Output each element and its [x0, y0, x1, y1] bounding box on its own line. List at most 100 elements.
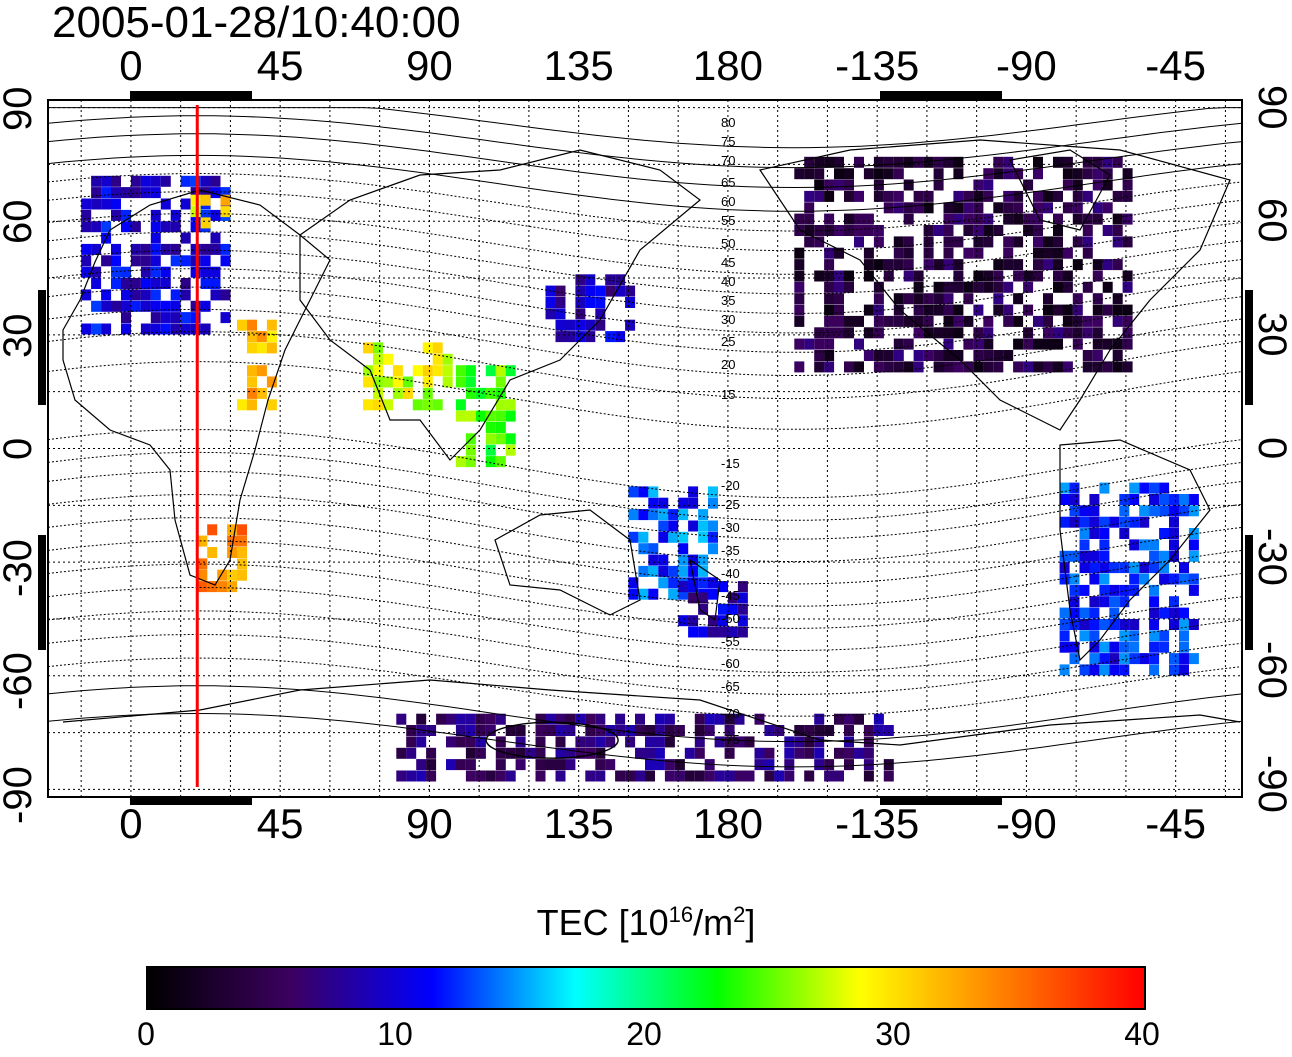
- tec-cell: [1119, 562, 1130, 574]
- tec-cell: [150, 323, 161, 335]
- tec-cell: [585, 297, 596, 308]
- tec-cell: [1188, 494, 1199, 505]
- tec-cell: [844, 281, 854, 293]
- tec-cell: [844, 315, 854, 327]
- tec-cell: [718, 603, 728, 615]
- tec-cell: [1053, 327, 1063, 339]
- tec-cell: [111, 278, 121, 289]
- tec-cell: [416, 736, 427, 748]
- tec-cell: [1043, 304, 1053, 316]
- tec-cell: [81, 289, 92, 301]
- tec-cell: [91, 187, 102, 199]
- tec-cell: [1089, 505, 1100, 517]
- tec-cell: [210, 209, 221, 221]
- tec-cell: [227, 581, 238, 593]
- tec-cell: [91, 175, 102, 187]
- tec-cell: [1069, 596, 1080, 608]
- tec-cell: [81, 255, 92, 267]
- tec-cell: [804, 747, 815, 759]
- tec-cell: [708, 497, 718, 509]
- tec-cell: [973, 179, 984, 191]
- tec-cell: [1079, 528, 1090, 539]
- tec-cell: [953, 213, 964, 225]
- tec-cell: [180, 278, 191, 289]
- tec-cell: [953, 156, 964, 168]
- tec-cell: [913, 361, 924, 373]
- tec-cell: [256, 342, 267, 354]
- tec-cell: [794, 213, 805, 225]
- tec-cell: [737, 592, 748, 604]
- tec-cell: [555, 725, 566, 736]
- tec-cell: [396, 713, 407, 725]
- tec-cell: [1149, 494, 1160, 505]
- tec-cell: [983, 168, 994, 180]
- tec-cell: [1053, 338, 1063, 350]
- tec-cell: [465, 444, 476, 456]
- tec-cell: [1003, 304, 1014, 316]
- tec-cell: [1053, 247, 1063, 259]
- tec-cell: [1129, 482, 1140, 494]
- contour-line: [47, 133, 1243, 189]
- tec-cell: [1082, 213, 1093, 225]
- tec-cell: [1099, 573, 1110, 585]
- tec-cell: [708, 577, 718, 589]
- tec-cell: [804, 190, 815, 202]
- tec-cell: [814, 236, 825, 248]
- tec-cell: [392, 387, 403, 399]
- tec-cell: [1112, 225, 1123, 236]
- tec-cell: [595, 308, 606, 320]
- tec-cell: [1003, 190, 1014, 202]
- contour-label: 35: [721, 292, 736, 308]
- tec-cell: [1089, 516, 1100, 528]
- tec-cell: [1092, 259, 1103, 271]
- tec-cell: [1169, 653, 1179, 665]
- tec-cell: [668, 588, 679, 600]
- tec-cell: [160, 300, 171, 312]
- tec-cell: [1089, 550, 1100, 562]
- tec-cell: [963, 190, 974, 202]
- tec-cell: [140, 187, 151, 199]
- tec-cell: [893, 338, 904, 350]
- tec-cell: [1079, 630, 1090, 642]
- tec-cell: [953, 270, 964, 282]
- tec-cell: [625, 770, 636, 782]
- tec-cell: [727, 603, 738, 615]
- tec-cell: [91, 323, 102, 335]
- tec-cell: [595, 319, 606, 331]
- tec-cell: [1149, 550, 1160, 562]
- tec-cell: [373, 376, 383, 388]
- tec-cell: [535, 770, 546, 782]
- tec-cell: [1043, 293, 1053, 305]
- map-frame: [47, 99, 1243, 798]
- tec-cell: [190, 300, 201, 312]
- tec-cell: [1092, 202, 1103, 214]
- tec-cell: [648, 588, 659, 600]
- tec-cell: [764, 725, 775, 736]
- tec-cell: [1013, 270, 1024, 282]
- tec-cell: [475, 747, 486, 759]
- tec-cell: [893, 259, 904, 271]
- tec-cell: [1033, 156, 1043, 168]
- lat-tick-right: 60: [1250, 198, 1292, 243]
- tec-cell: [455, 725, 466, 736]
- tec-cell: [605, 759, 616, 771]
- tec-cell: [1102, 202, 1113, 214]
- contour-line: [47, 517, 1243, 585]
- tec-cell: [824, 281, 835, 293]
- tec-cell: [1053, 361, 1063, 373]
- colorbar-tick: 30: [875, 1016, 911, 1052]
- plot-title: 2005-01-28/10:40:00: [52, 0, 461, 47]
- tec-cell: [1119, 653, 1130, 665]
- tec-cell: [628, 509, 639, 521]
- tec-cell: [495, 456, 506, 468]
- tec-cell: [953, 361, 964, 373]
- tec-cell: [824, 293, 835, 305]
- tec-cell: [893, 293, 904, 305]
- tec-cell: [648, 497, 659, 509]
- tec-cell: [190, 206, 201, 218]
- tec-cell: [190, 187, 201, 199]
- tec-cell: [1159, 505, 1170, 517]
- tec-cell: [207, 581, 218, 593]
- tec-cell: [91, 243, 102, 255]
- tec-cell: [1169, 550, 1179, 562]
